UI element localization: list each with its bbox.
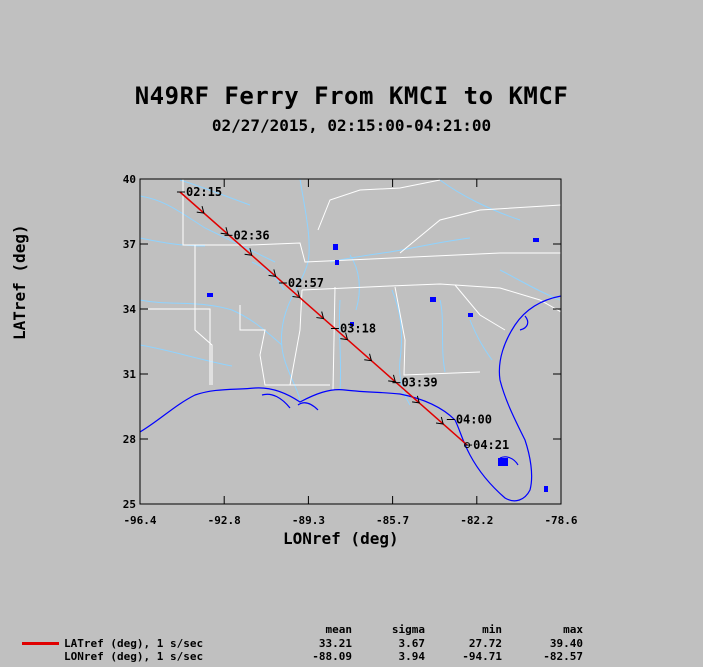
legend-sigma-value: 3.94 [398, 650, 426, 663]
legend-mean-value: -88.09 [312, 650, 352, 663]
x-axis-label: LONref (deg) [283, 529, 399, 548]
direction-arrow [292, 290, 301, 299]
legend-header-mean: mean [325, 623, 353, 636]
plot-frame [139, 178, 562, 505]
legend-header-max: max [563, 623, 583, 636]
direction-arrow [220, 227, 229, 235]
y-axis-label: LATref (deg) [10, 224, 29, 340]
x-tick-label: -96.4 [123, 514, 156, 527]
direction-arrow [412, 395, 420, 404]
y-tick-label: 28 [123, 433, 136, 446]
legend-max-value: 39.40 [549, 637, 583, 650]
x-tick-label: -89.3 [292, 514, 325, 527]
coastline [140, 295, 561, 502]
direction-arrow [435, 416, 444, 425]
time-label: 04:00 [456, 413, 492, 427]
x-tick-label: -85.7 [376, 514, 409, 527]
legend-header-sigma: sigma [391, 623, 425, 636]
y-tick-label: 34 [123, 303, 137, 316]
time-label: 02:57 [288, 276, 324, 290]
flight-track [179, 191, 471, 449]
direction-arrow [340, 332, 349, 341]
direction-arrow [244, 248, 253, 256]
y-tick-label: 31 [123, 368, 137, 381]
legend-sigma-value: 3.67 [398, 637, 426, 650]
y-tick-label: 25 [123, 498, 136, 511]
time-labels: 02:15 02:36 02:57 03:18 03:39 04:00 04:21 [176, 185, 509, 452]
chart-subtitle: 02/27/2015, 02:15:00-04:21:00 [211, 116, 492, 135]
chart-title: N49RF Ferry From KMCI to KMCF [134, 82, 569, 110]
legend-line-swatch [22, 642, 59, 645]
state-borders [140, 179, 561, 391]
direction-arrow [268, 269, 277, 277]
time-label: 03:39 [401, 376, 437, 390]
time-label: 04:21 [473, 438, 509, 452]
y-tick-label: 37 [123, 238, 136, 251]
time-label: 02:15 [186, 185, 222, 199]
legend-mean-value: 33.21 [318, 637, 352, 650]
time-label: 03:18 [340, 322, 376, 336]
legend-min-value: -94.71 [462, 650, 502, 663]
time-label: 02:36 [234, 228, 270, 242]
y-tick-label: 40 [123, 173, 136, 186]
legend-max-value: -82.57 [543, 650, 583, 663]
y-axis: 40 37 34 31 28 25 [123, 173, 561, 511]
legend-header-min: min [482, 623, 502, 636]
x-tick-label: -78.6 [544, 514, 577, 527]
x-tick-label: -92.8 [208, 514, 241, 527]
legend-series-name: LATref (deg), 1 s/sec [64, 637, 204, 650]
lakes [207, 238, 548, 492]
direction-arrow [388, 374, 396, 383]
rivers [140, 179, 561, 406]
legend-row-lon: LONref (deg), 1 s/sec -88.09 3.94 -94.71… [0, 650, 703, 663]
legend-min-value: 27.72 [468, 637, 502, 650]
x-tick-label: -82.2 [460, 514, 493, 527]
direction-arrow [364, 353, 373, 362]
legend-row-lat: LATref (deg), 1 s/sec 33.21 3.67 27.72 3… [0, 637, 703, 650]
legend-series-name: LONref (deg), 1 s/sec [64, 650, 204, 663]
direction-arrow [196, 205, 205, 214]
direction-arrow [316, 311, 325, 320]
x-axis: -96.4 -92.8 -89.3 -85.7 -82.2 -78.6 [123, 179, 578, 527]
